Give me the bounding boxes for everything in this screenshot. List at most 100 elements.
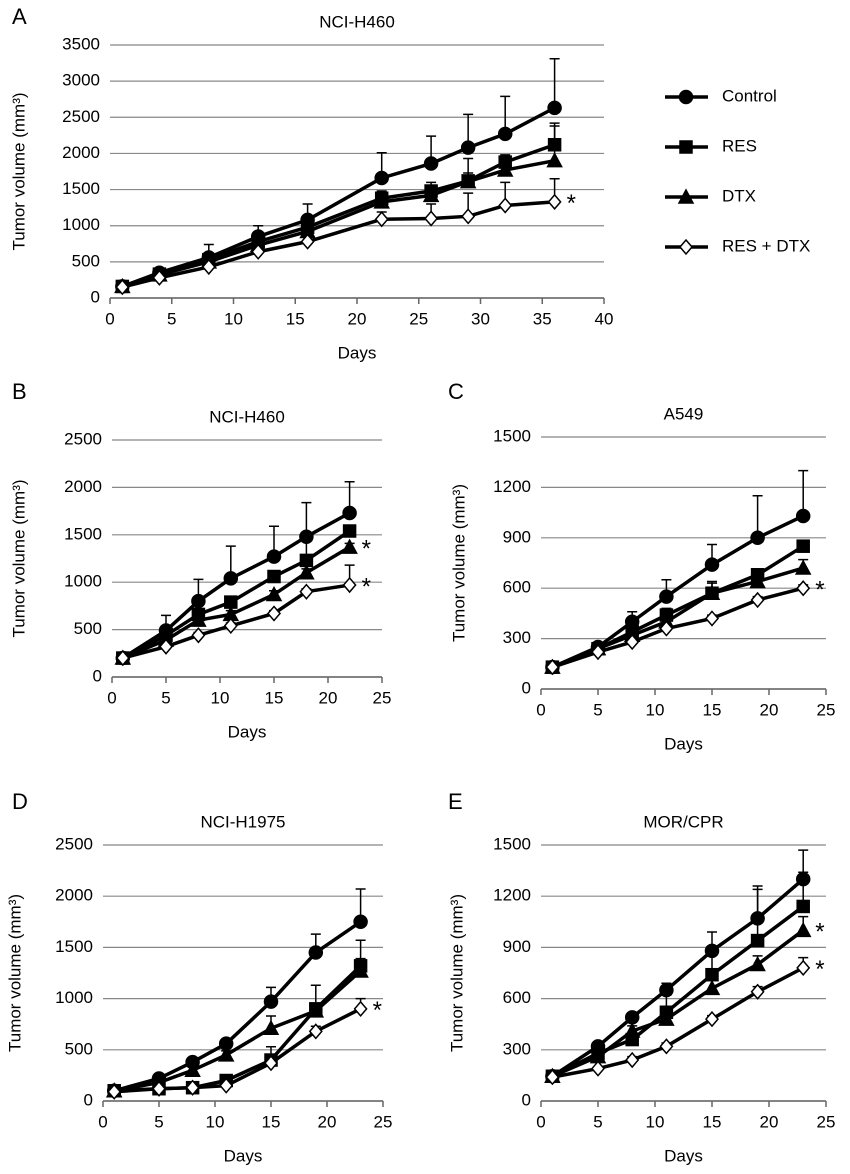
marker (353, 1000, 368, 1017)
marker (423, 156, 439, 171)
marker (459, 173, 477, 189)
marker (794, 921, 812, 938)
marker (262, 1019, 280, 1036)
y-tick-label: 300 (503, 628, 531, 647)
y-tick-label: 1500 (55, 937, 93, 956)
marker (251, 243, 266, 260)
x-tick-label: 20 (760, 1112, 779, 1131)
y-tick-label: 3000 (62, 71, 100, 90)
chart-title: NCI-H1975 (200, 812, 285, 831)
y-tick-label: 3500 (62, 34, 100, 53)
marker (265, 585, 283, 602)
marker (796, 539, 810, 553)
marker (624, 1010, 640, 1025)
x-tick-label: 0 (105, 309, 114, 328)
legend-marker (677, 188, 695, 204)
x-tick-label: 25 (817, 1112, 836, 1131)
chart-title: A549 (664, 404, 704, 423)
marker (547, 100, 562, 116)
marker (704, 557, 720, 572)
marker (625, 1051, 640, 1069)
legend-label: DTX (722, 186, 756, 205)
marker (659, 1038, 674, 1055)
panel-label: A (12, 4, 27, 29)
y-axis-label: Tumor volume (mm³) (447, 894, 466, 1052)
marker (705, 967, 719, 982)
marker (219, 1077, 234, 1094)
marker (623, 1022, 641, 1038)
annotation: * (362, 573, 371, 600)
marker (263, 994, 279, 1009)
marker (749, 955, 766, 972)
y-tick-label: 1000 (64, 572, 102, 591)
error-bar (549, 57, 560, 108)
marker (352, 962, 369, 978)
annotation: * (362, 535, 371, 562)
x-tick-label: 10 (646, 1112, 665, 1131)
y-tick-label: 1200 (493, 477, 531, 496)
marker (223, 571, 239, 586)
x-tick-label: 15 (286, 309, 305, 328)
marker (152, 1080, 166, 1097)
marker (796, 899, 810, 914)
y-tick-label: 600 (503, 578, 531, 597)
x-tick-label: 25 (817, 700, 836, 719)
x-tick-label: 40 (595, 309, 614, 328)
x-axis-label: Days (664, 734, 703, 753)
x-tick-label: 5 (593, 1112, 602, 1131)
x-tick-label: 10 (646, 700, 665, 719)
series-line (551, 877, 805, 1078)
series-line (121, 200, 555, 289)
y-tick-label: 500 (65, 1039, 93, 1058)
series-line (121, 158, 555, 289)
y-tick-label: 300 (503, 1039, 531, 1058)
marker (796, 959, 811, 977)
marker (373, 193, 390, 209)
y-tick-label: 2500 (62, 107, 100, 126)
marker (461, 208, 476, 225)
marker (546, 152, 563, 168)
marker (795, 508, 811, 524)
x-tick-label: 10 (224, 309, 243, 328)
marker (223, 617, 238, 634)
panel-label: B (12, 379, 27, 404)
y-tick-label: 2000 (55, 886, 93, 905)
marker (545, 1068, 560, 1086)
marker (191, 593, 206, 609)
chart-title: MOR/CPR (643, 812, 723, 831)
x-tick-label: 0 (98, 1112, 107, 1131)
annotation: * (815, 956, 824, 983)
y-tick-label: 0 (522, 678, 531, 697)
x-tick-label: 5 (161, 688, 170, 707)
marker (308, 1023, 323, 1040)
y-axis-label: Tumor volume (mm³) (5, 894, 24, 1052)
y-tick-label: 500 (72, 251, 100, 270)
x-tick-label: 25 (409, 309, 428, 328)
marker (796, 580, 811, 597)
marker (152, 269, 167, 286)
y-tick-label: 0 (93, 666, 102, 685)
x-tick-label: 5 (154, 1112, 163, 1131)
y-tick-label: 1500 (493, 834, 531, 853)
y-tick-label: 1500 (62, 179, 100, 198)
y-tick-label: 0 (84, 1090, 93, 1109)
marker (659, 589, 674, 604)
x-tick-label: 5 (593, 700, 602, 719)
marker (547, 193, 562, 211)
legend-marker (678, 89, 694, 105)
series-line (121, 106, 556, 289)
x-tick-label: 20 (760, 700, 779, 719)
series-line (121, 143, 556, 289)
y-tick-label: 1500 (64, 524, 102, 543)
y-tick-label: 2500 (55, 834, 93, 853)
marker (115, 649, 130, 667)
y-axis-label: Tumor volume (mm³) (449, 484, 468, 642)
x-axis-label: Days (664, 1146, 703, 1165)
marker (547, 138, 562, 152)
panel-label: E (448, 789, 463, 814)
marker (424, 210, 439, 227)
series-line (121, 529, 351, 660)
x-tick-label: 15 (703, 1112, 722, 1131)
marker (217, 1046, 235, 1062)
